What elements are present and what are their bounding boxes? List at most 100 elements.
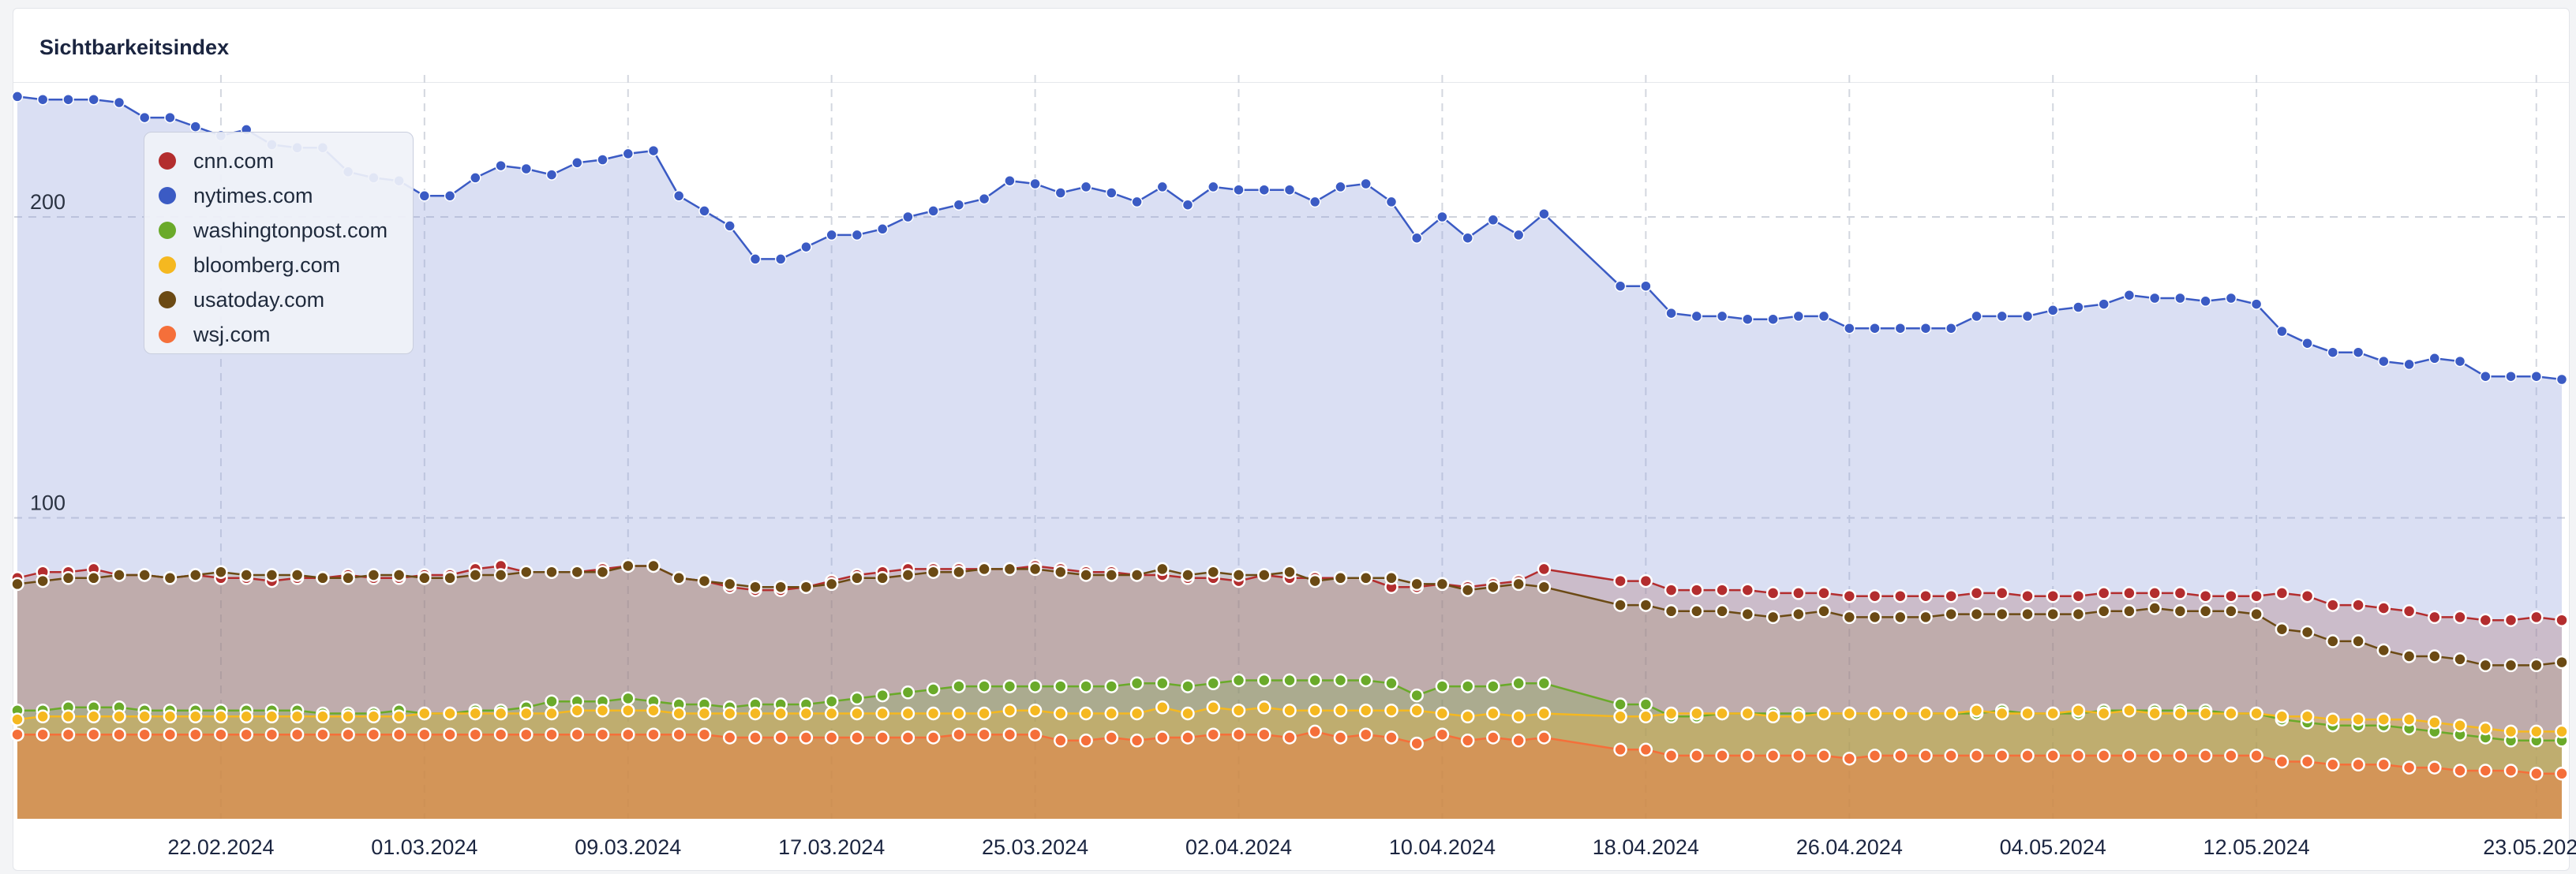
wsj-com-point (1919, 749, 1933, 763)
wsj-com-point (1358, 727, 1373, 741)
washingtonpost-com-point (1384, 676, 1398, 691)
bloomberg-com-point (2122, 703, 2136, 718)
wsj-com-point (2555, 767, 2569, 781)
bloomberg-com-point (1817, 706, 1831, 721)
wsj-com-point (1410, 736, 1424, 751)
nytimes-com-point (2555, 373, 2568, 386)
usatoday-com-point (1919, 610, 1933, 625)
nytimes-com-point (2403, 358, 2415, 371)
wsj-com-point (799, 730, 814, 745)
x-tick-label: 12.05.2024 (2203, 835, 2310, 859)
nytimes-com-point (113, 96, 125, 109)
nytimes-com-point (597, 154, 608, 166)
wsj-com-point (1690, 749, 1704, 763)
washingtonpost-com-point (1079, 679, 1093, 693)
usatoday-com-point (1893, 610, 1908, 625)
cnn-com-point (1664, 583, 1679, 597)
cnn-com-point (1765, 586, 1780, 600)
nytimes-com-point (1029, 177, 1041, 190)
wsj-com-point (214, 727, 228, 741)
x-tick-label: 26.04.2024 (1796, 835, 1903, 859)
nytimes-com-point (826, 229, 837, 241)
wsj-com-point (2122, 749, 2136, 763)
wsj-com-point (595, 727, 610, 741)
washingtonpost-com-point (1308, 673, 1322, 688)
legend-item-bloomberg-com[interactable]: bloomberg.com (159, 248, 413, 282)
legend-swatch (159, 256, 176, 274)
y-tick-label: 200 (30, 190, 66, 214)
wsj-com-point (1104, 730, 1119, 745)
usatoday-com-point (493, 568, 508, 582)
legend-label: nytimes.com (193, 183, 313, 207)
cnn-com-point (2224, 588, 2238, 603)
bloomberg-com-point (1664, 706, 1679, 721)
legend-item-usatoday-com[interactable]: usatoday.com (159, 282, 413, 317)
bloomberg-com-point (2198, 706, 2213, 721)
usatoday-com-point (2326, 634, 2340, 648)
bloomberg-com-point (722, 706, 737, 721)
usatoday-com-point (1206, 565, 1221, 579)
usatoday-com-point (137, 568, 152, 582)
nytimes-com-point (2352, 346, 2364, 358)
wsj-com-point (1435, 727, 1450, 741)
legend-item-washingtonpost-com[interactable]: washingtonpost.com (159, 213, 413, 248)
nytimes-com-point (2301, 337, 2313, 349)
bloomberg-com-point (2503, 724, 2518, 739)
usatoday-com-point (2428, 649, 2442, 663)
washingtonpost-com-point (1638, 697, 1653, 712)
usatoday-com-point (900, 568, 915, 582)
cnn-com-point (2351, 598, 2365, 612)
bloomberg-com-point (1206, 700, 1221, 715)
wsj-com-point (1206, 727, 1221, 741)
bloomberg-com-point (1893, 706, 1908, 721)
wsj-com-point (875, 730, 889, 745)
bloomberg-com-point (417, 706, 432, 721)
bloomberg-com-point (1231, 703, 1246, 718)
nytimes-com-point (1233, 184, 1245, 196)
wsj-com-point (1613, 742, 1627, 757)
legend-item-nytimes-com[interactable]: nytimes.com (159, 178, 413, 213)
cnn-com-point (1715, 583, 1729, 597)
bloomberg-com-point (2478, 721, 2493, 736)
bloomberg-com-point (2453, 718, 2467, 733)
bloomberg-com-point (2529, 724, 2544, 739)
cnn-com-point (1944, 588, 1958, 603)
usatoday-com-point (1257, 568, 1271, 582)
wsj-com-point (239, 727, 253, 741)
bloomberg-com-point (2020, 706, 2035, 721)
wsj-com-point (1994, 749, 2009, 763)
wsj-com-point (2071, 749, 2086, 763)
bloomberg-com-point (1308, 703, 1322, 718)
nytimes-com-point (189, 121, 201, 133)
wsj-com-point (316, 727, 330, 741)
nytimes-com-point (2327, 346, 2339, 358)
nytimes-com-point (1131, 196, 1143, 208)
bloomberg-com-point (2275, 709, 2290, 724)
legend-item-wsj-com[interactable]: wsj.com (159, 317, 413, 352)
nytimes-com-point (2046, 304, 2059, 316)
washingtonpost-com-point (1206, 676, 1221, 691)
bloomberg-com-point (443, 706, 457, 721)
legend-item-cnn-com[interactable]: cnn.com (159, 144, 413, 178)
usatoday-com-point (1358, 571, 1373, 585)
nytimes-com-point (1792, 310, 1805, 323)
cnn-com-point (2503, 613, 2518, 627)
nytimes-com-point (622, 148, 635, 160)
x-tick-label: 09.03.2024 (575, 835, 681, 859)
nytimes-com-point (1283, 184, 1296, 196)
cnn-com-point (1537, 562, 1552, 577)
washingtonpost-com-point (977, 679, 991, 693)
bloomberg-com-point (36, 709, 50, 724)
nytimes-com-point (698, 205, 710, 217)
wsj-com-point (952, 727, 966, 741)
x-tick-label: 10.04.2024 (1389, 835, 1496, 859)
usatoday-com-point (316, 571, 330, 585)
usatoday-com-point (570, 565, 585, 579)
bloomberg-com-point (493, 706, 508, 721)
cnn-com-point (2147, 586, 2162, 600)
bloomberg-com-point (646, 703, 661, 718)
bloomberg-com-point (264, 709, 279, 724)
bloomberg-com-point (1028, 703, 1043, 718)
nytimes-com-point (36, 93, 49, 106)
usatoday-com-point (2529, 658, 2544, 673)
